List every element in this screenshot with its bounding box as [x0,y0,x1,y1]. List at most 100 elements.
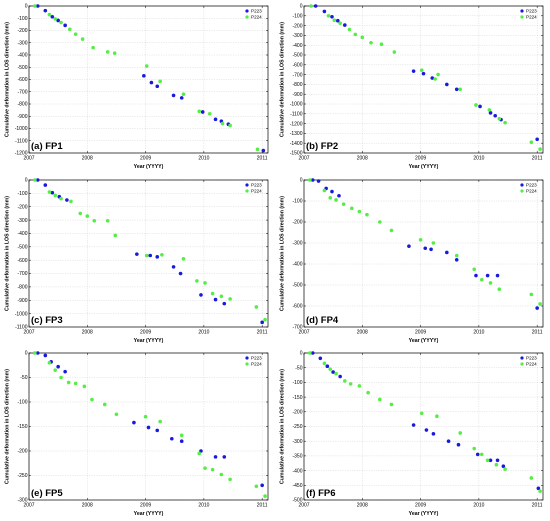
data-point-p223 [135,251,139,256]
data-point-p224 [435,414,439,419]
data-point-p224 [458,431,463,435]
series-p223 [35,4,266,153]
x-tick-label: 2009 [415,156,426,162]
y-tick-label: -700 [292,324,302,330]
x-tick-label: 2008 [82,503,93,509]
data-point-p223 [50,190,55,194]
legend-marker [520,188,524,193]
data-point-p224 [431,240,436,245]
data-point-p223 [488,111,493,115]
data-point-p224 [494,462,499,467]
x-axis-label: Year (YYYY) [134,338,164,344]
grid [303,5,543,154]
data-point-p224 [334,197,338,202]
series-p223 [310,177,539,310]
data-point-p223 [170,436,174,441]
series-p224 [308,177,542,306]
data-point-p224 [503,120,507,125]
data-point-p223 [199,292,203,297]
data-point-p224 [479,452,484,457]
data-point-p223 [132,420,136,425]
x-tick-label: 2010 [198,503,209,509]
data-point-p224 [529,476,534,480]
x-tick-label: 2007 [298,503,309,509]
data-point-p224 [529,292,534,296]
data-point-p224 [497,116,502,121]
panel-label: (d) FP4 [306,315,339,326]
legend-label: P223 [251,356,262,361]
data-point-p223 [336,18,340,23]
grid [303,179,543,327]
chart-panel-3: 0 -100 -200 -300 -400 -500 -600 -700 -800 -900 -10… [5,177,269,344]
data-point-p223 [318,356,323,361]
chart-panel-1: 0 -100 -200 -300 -400 -500 -600 -700 -800 -900 -10… [5,4,269,170]
x-tick-label: 2011 [257,329,268,335]
data-point-p224 [102,402,107,407]
data-point-p224 [59,20,63,25]
data-point-p223 [200,110,205,114]
data-point-p224 [66,380,71,385]
y-tick-label: -400 [292,261,302,267]
data-point-p224 [203,280,207,285]
data-point-p224 [255,147,260,152]
data-point-p224 [328,195,333,200]
data-point-p224 [308,177,312,182]
data-point-p224 [181,92,186,96]
data-point-p223 [313,4,318,8]
legend-label: P224 [526,362,537,367]
data-point-p223 [178,271,183,275]
data-point-p223 [493,113,497,118]
y-tick-label: -500 [17,65,27,71]
data-point-p224 [53,368,58,372]
series-p224 [33,4,260,152]
data-point-p224 [353,32,358,37]
data-point-p223 [337,193,341,198]
y-tick-label: -100 [292,14,302,20]
y-tick-label: -1100 [15,138,28,144]
y-tick-label: -700 [17,89,27,95]
y-tick-label: -900 [292,92,302,98]
y-tick-label: -500 [292,498,302,504]
data-point-p224 [179,433,184,438]
y-tick-label: -100 [292,380,302,386]
data-point-p224 [419,411,424,416]
data-point-p224 [105,218,110,223]
legend-label: P224 [526,15,537,20]
legend-marker [520,362,524,366]
data-point-p223 [63,23,67,28]
y-axis-label: Cumulative deformation in LOS direction … [280,369,286,484]
data-point-p224 [53,193,58,197]
data-point-p224 [309,4,313,8]
x-tick-label: 2007 [23,156,34,162]
legend-marker [520,15,524,19]
data-point-p223 [35,351,40,355]
y-tick-label: -200 [17,204,27,210]
data-point-p223 [445,250,449,254]
data-point-p223 [155,84,160,89]
data-point-p223 [495,273,500,277]
series-p224 [308,351,542,493]
data-point-p224 [91,45,95,50]
data-point-p224 [220,121,225,126]
y-tick-label: -50 [295,365,302,371]
y-tick-label: -200 [17,449,27,455]
y-tick-label: -300 [292,439,302,445]
data-point-p223 [343,23,347,27]
grid [28,179,268,327]
legend-label: P224 [251,15,262,20]
data-point-p224 [357,209,362,213]
y-tick-label: -150 [17,424,27,430]
data-point-p224 [332,18,337,23]
data-point-p224 [328,367,333,371]
data-point-p224 [458,87,463,92]
y-tick-label: -700 [292,72,302,78]
data-point-p224 [33,351,37,355]
y-tick-label: -300 [292,33,302,39]
x-tick-label: 2009 [140,156,151,162]
data-point-p224 [112,51,117,55]
data-point-p224 [350,206,354,210]
x-tick-label: 2008 [357,156,368,162]
data-point-p224 [369,40,373,45]
